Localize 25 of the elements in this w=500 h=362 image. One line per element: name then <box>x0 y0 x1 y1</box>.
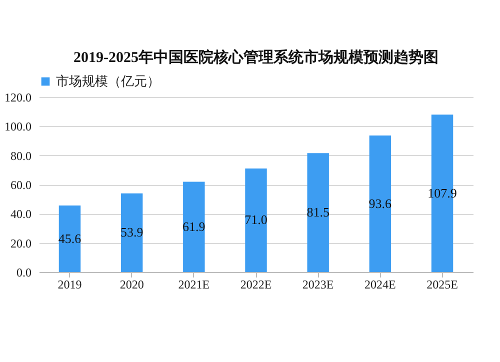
x-tick-label: 2019 <box>58 278 82 292</box>
data-label: 61.9 <box>182 218 206 234</box>
y-tick-label: 100.0 <box>4 120 32 134</box>
chart-title: 2019-2025年中国医院核心管理系统市场规模预测趋势图 <box>74 48 438 66</box>
data-label: 71.0 <box>244 212 268 228</box>
y-tick-label: 60.0 <box>10 178 32 192</box>
y-tick-label: 120.0 <box>4 90 32 104</box>
y-tick-label: 40.0 <box>10 207 32 222</box>
y-tick-label: 20.0 <box>10 236 32 250</box>
y-tick-label: 80.0 <box>10 148 32 163</box>
x-tick-label: 2021E <box>178 278 210 292</box>
data-label: 53.9 <box>120 224 144 240</box>
y-tick-label: 0.0 <box>16 266 32 280</box>
bar <box>369 136 392 272</box>
x-tick-label: 2023E <box>302 278 334 292</box>
bar <box>245 168 267 272</box>
x-tick-label: 2024E <box>364 278 396 292</box>
bar <box>183 182 205 272</box>
x-tick-label: 2022E <box>240 278 272 292</box>
x-tick-label: 2025E <box>426 278 458 292</box>
legend-label: 市场规模（亿元） <box>56 74 160 90</box>
bar <box>120 193 143 272</box>
bar <box>307 153 329 272</box>
x-tick-label: 2020 <box>120 278 144 292</box>
data-label: 81.5 <box>306 204 330 220</box>
